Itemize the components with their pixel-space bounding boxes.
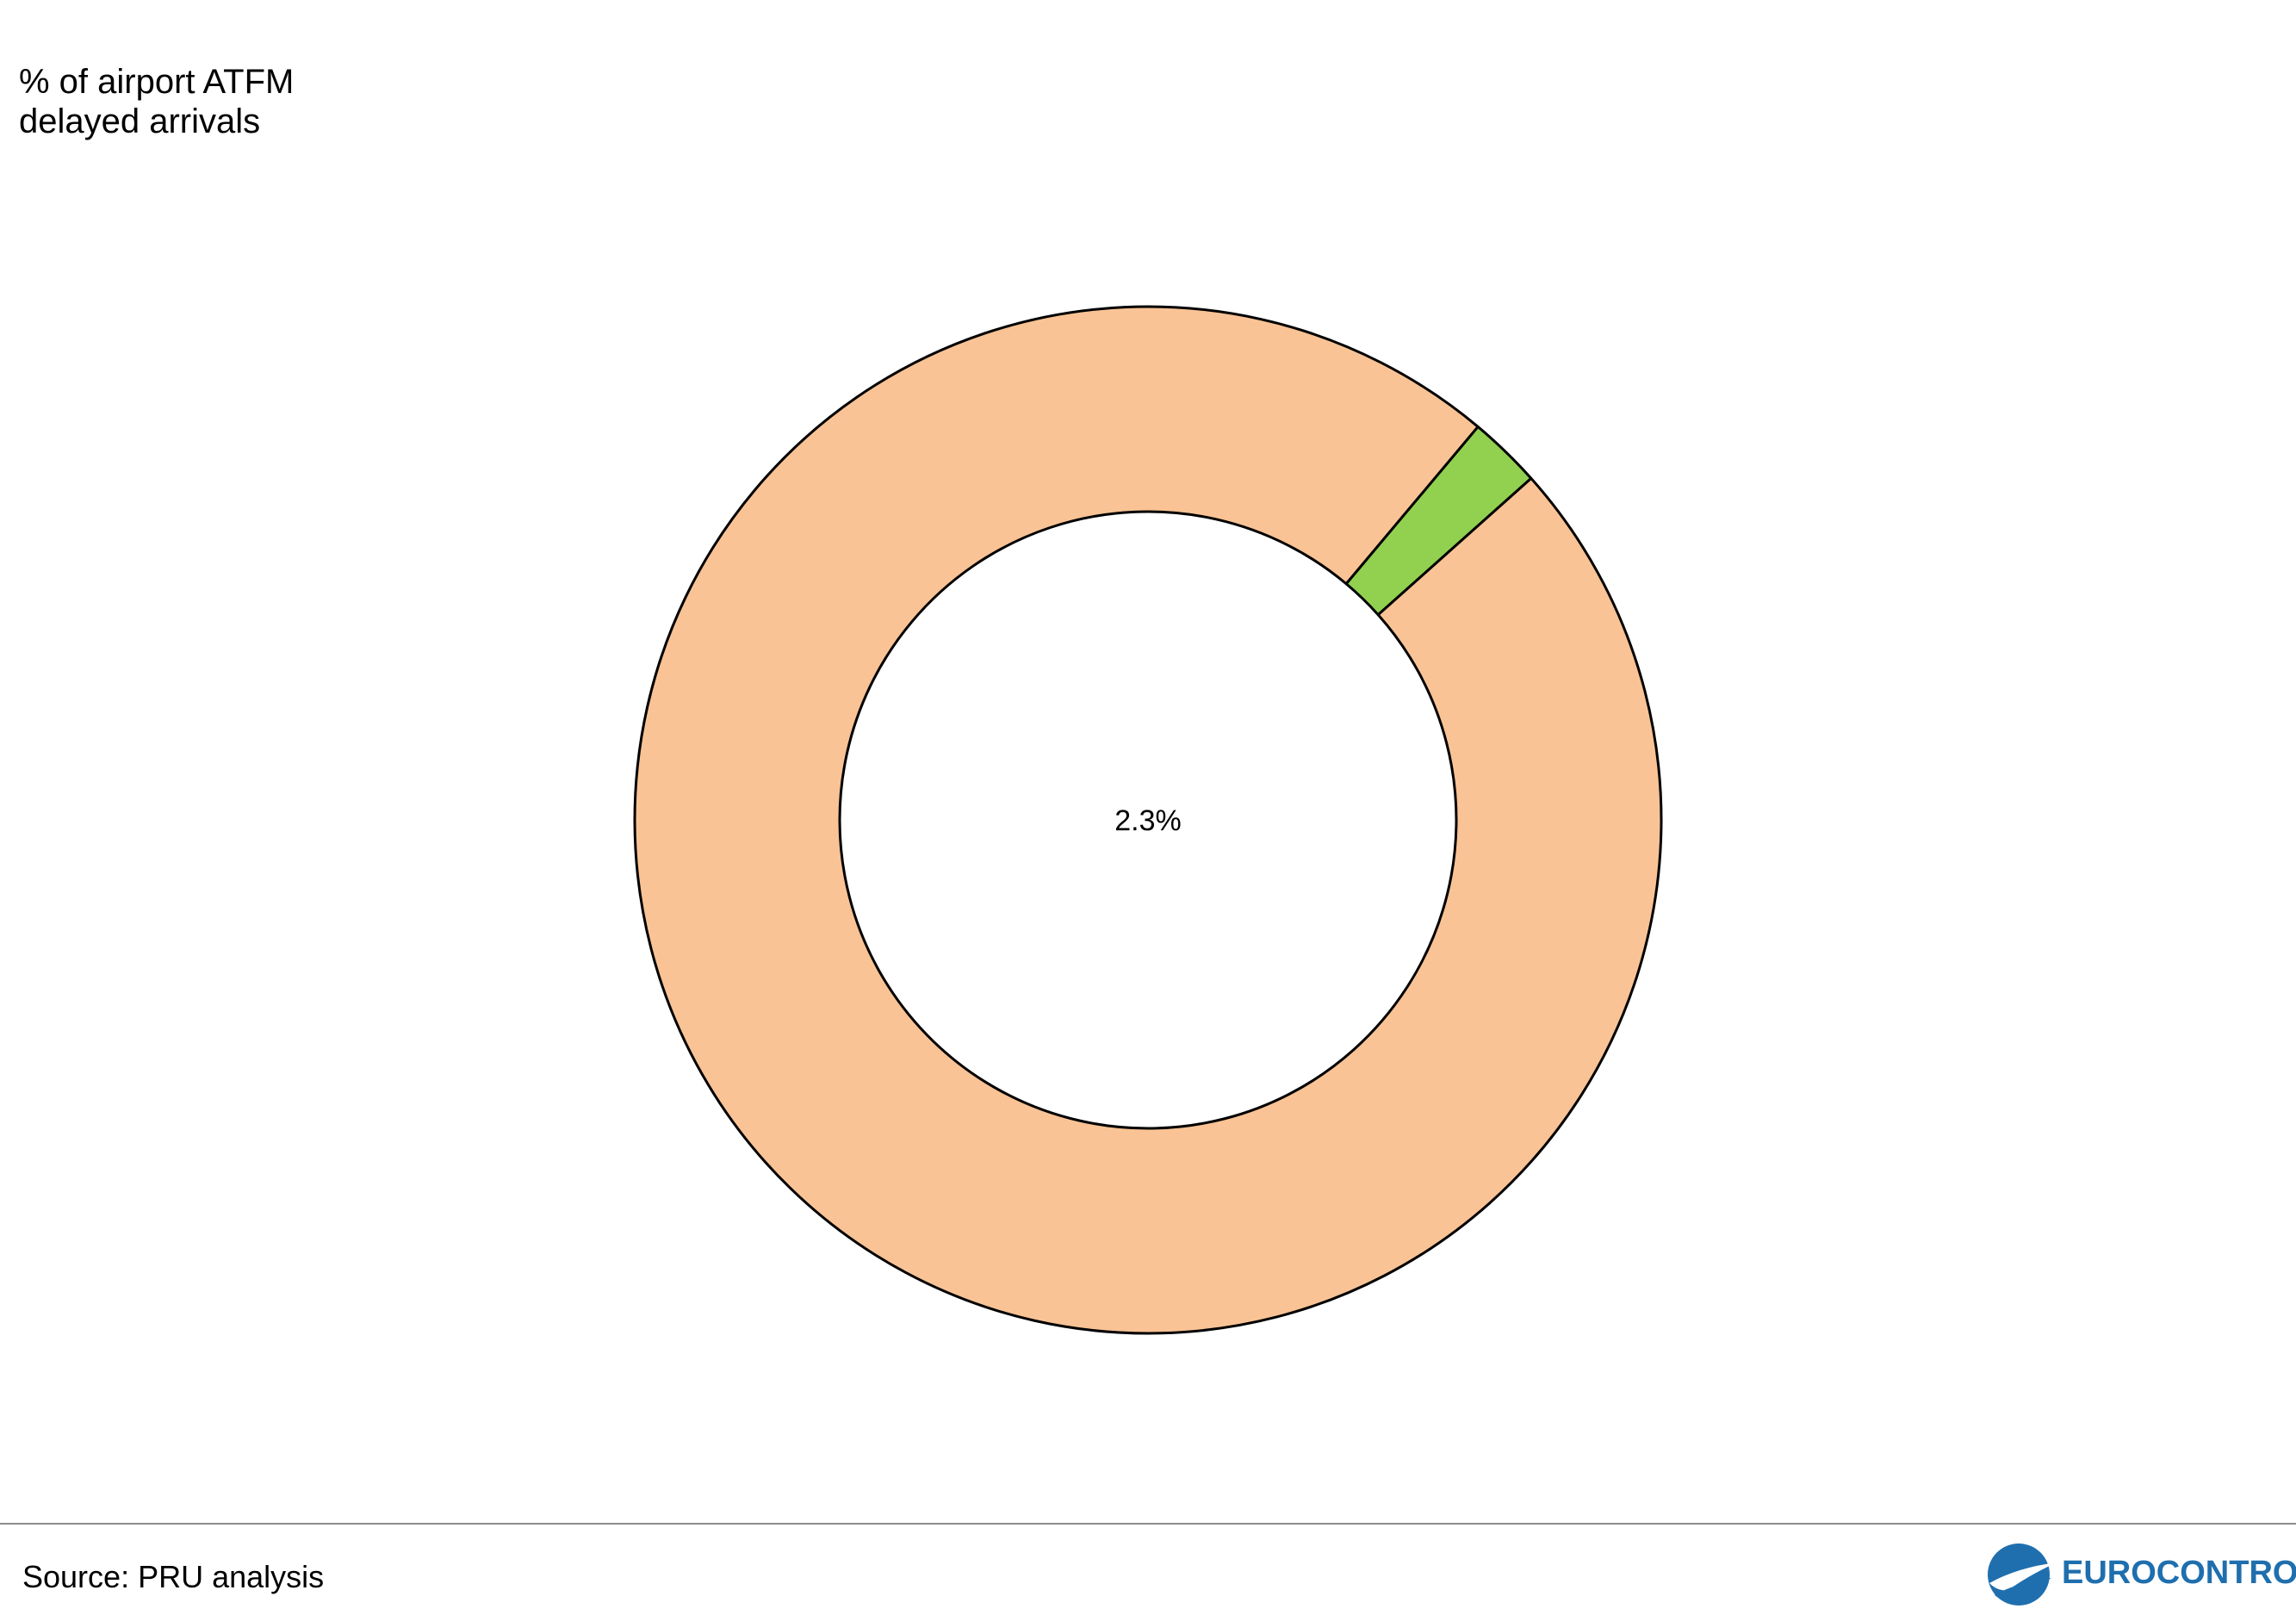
logo-text: EUROCONTROL [2062,1552,2296,1593]
eurocontrol-logo: EUROCONTROL [1983,1538,2293,1611]
source-note: Source: PRU analysis [22,1559,324,1595]
donut-chart: 2.3% [0,0,2296,1464]
center-label: 2.3% [1114,804,1182,837]
footer-divider [0,1523,2296,1525]
eurocontrol-logo-icon [1983,1538,2060,1611]
